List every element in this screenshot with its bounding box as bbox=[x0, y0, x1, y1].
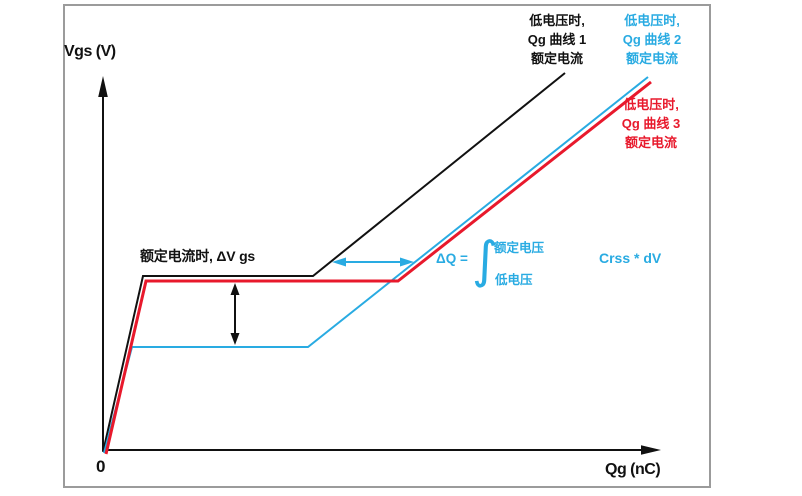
curves-layer bbox=[102, 72, 652, 455]
curve3-label-line3: 额定电流 bbox=[624, 135, 677, 150]
integral-sign-icon: ∫ bbox=[472, 231, 499, 289]
origin-label: 0 bbox=[96, 457, 106, 476]
curve2-label-line2: Qg 曲线 2 bbox=[622, 32, 682, 47]
axes bbox=[98, 76, 661, 455]
delta-v-arrow-head-down-icon bbox=[230, 333, 240, 345]
curve1-label-line1: 低电压时, bbox=[529, 13, 585, 28]
curve3-label: 低电压时, Qg 曲线 3 额定电流 bbox=[606, 95, 696, 152]
curve-3 bbox=[104, 80, 652, 455]
curve3-label-line1: 低电压时, bbox=[623, 97, 679, 112]
integral-lower-bound: 低电压 bbox=[495, 273, 533, 287]
curve2-label: 低电压时, Qg 曲线 2 额定电流 bbox=[607, 11, 697, 68]
x-axis-label: Qg (nC) bbox=[605, 461, 661, 478]
figure-border bbox=[63, 4, 711, 488]
curve1-label-line2: Qg 曲线 1 bbox=[527, 32, 587, 47]
integrand-label: Crss * dV bbox=[599, 250, 662, 266]
plateau-delta-v-label: 额定电流时, ΔV gs bbox=[140, 248, 256, 264]
delta-q-arrow-head-left-icon bbox=[332, 257, 346, 267]
delta-q-arrow-head-right-icon bbox=[400, 257, 414, 267]
curve-1 bbox=[102, 72, 566, 453]
y-axis-arrowhead-icon bbox=[98, 76, 108, 97]
annotations-layer bbox=[230, 257, 414, 345]
curve1-label: 低电压时, Qg 曲线 1 额定电流 bbox=[512, 11, 602, 68]
integral-upper-bound: 额定电压 bbox=[494, 241, 545, 255]
curve2-label-line3: 额定电流 bbox=[625, 51, 678, 66]
curve1-label-line3: 额定电流 bbox=[530, 51, 583, 66]
x-axis-arrowhead-icon bbox=[641, 445, 661, 455]
delta-q-lhs: ΔQ = bbox=[436, 251, 468, 266]
delta-v-arrow-head-up-icon bbox=[230, 283, 240, 295]
curve3-label-line2: Qg 曲线 3 bbox=[621, 116, 681, 131]
y-axis-label: Vgs (V) bbox=[64, 43, 116, 60]
curve2-label-line1: 低电压时, bbox=[624, 13, 680, 28]
